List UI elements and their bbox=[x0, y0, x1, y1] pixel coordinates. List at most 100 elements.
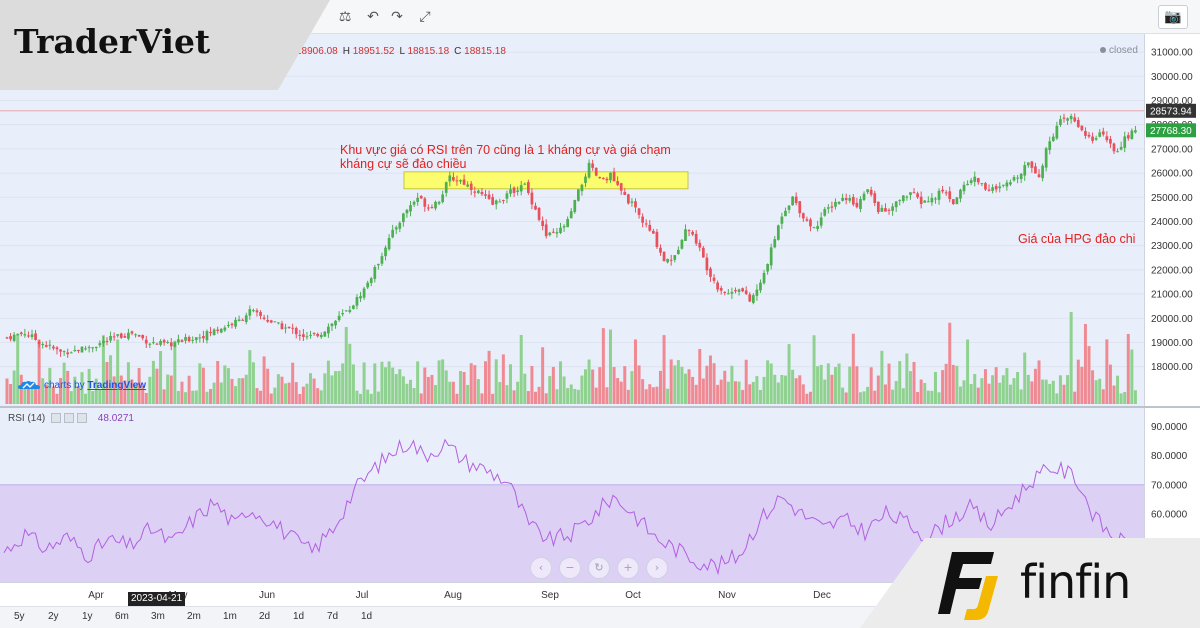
volume-bar bbox=[269, 393, 273, 404]
range-6m[interactable]: 6m bbox=[115, 611, 129, 622]
candle-body bbox=[1080, 125, 1084, 131]
candle-body bbox=[809, 219, 812, 227]
volume-bar bbox=[723, 370, 727, 404]
reset-icon[interactable]: ↻ bbox=[588, 557, 610, 579]
candle-body bbox=[973, 176, 977, 182]
volume-bar bbox=[198, 363, 202, 404]
rsi-settings-icon[interactable] bbox=[51, 413, 62, 424]
price-pane[interactable] bbox=[0, 34, 1144, 406]
candle-body bbox=[537, 207, 541, 220]
volume-bar bbox=[341, 363, 345, 404]
fullscreen-icon[interactable]: ⤢ bbox=[419, 9, 431, 25]
volume-bar bbox=[1087, 346, 1091, 404]
range-2m[interactable]: 2m bbox=[187, 611, 201, 622]
volume-bar bbox=[683, 373, 687, 404]
zoom-in-icon[interactable]: + bbox=[617, 557, 639, 579]
price-tick-label: 27000.00 bbox=[1151, 144, 1193, 155]
pane-divider[interactable] bbox=[0, 406, 1200, 408]
candle-body bbox=[44, 345, 48, 347]
volume-bar bbox=[273, 387, 277, 404]
volume-bar bbox=[551, 366, 555, 404]
candle-body bbox=[462, 179, 466, 185]
camera-icon[interactable]: 📷 bbox=[1158, 5, 1188, 29]
range-1m[interactable]: 1m bbox=[223, 611, 237, 622]
range-5y[interactable]: 5y bbox=[14, 611, 25, 622]
candle-body bbox=[9, 336, 12, 340]
range-1d-alt[interactable]: 1d bbox=[361, 611, 373, 622]
volume-bar bbox=[116, 339, 120, 404]
candle-body bbox=[409, 205, 412, 212]
candle-body bbox=[212, 329, 216, 335]
volume-bar bbox=[459, 371, 463, 404]
volume-bar bbox=[91, 391, 95, 404]
volume-bar bbox=[630, 371, 634, 404]
candle-body bbox=[466, 184, 470, 187]
volume-bar bbox=[1051, 380, 1055, 404]
range-2y[interactable]: 2y bbox=[48, 611, 59, 622]
volume-bar bbox=[287, 382, 291, 404]
balance-icon[interactable]: ⚖ bbox=[338, 9, 352, 25]
rsi-close-icon[interactable] bbox=[77, 413, 88, 424]
redo-icon[interactable]: ↷ bbox=[391, 9, 403, 25]
range-7d[interactable]: 7d bbox=[327, 611, 339, 622]
candle-body bbox=[801, 213, 805, 219]
volume-bar bbox=[566, 388, 570, 404]
volume-bar bbox=[816, 366, 820, 404]
price-scale[interactable] bbox=[1144, 34, 1200, 406]
ohlc-h-label: H bbox=[342, 46, 350, 57]
undo-icon[interactable]: ↶ bbox=[367, 9, 379, 25]
cloud-icon bbox=[18, 381, 40, 390]
candle-body bbox=[676, 249, 680, 255]
volume-bar bbox=[444, 370, 448, 404]
candle-body bbox=[912, 192, 916, 194]
range-1d[interactable]: 1d bbox=[293, 611, 305, 622]
candle-body bbox=[144, 339, 148, 344]
range-2d[interactable]: 2d bbox=[259, 611, 271, 622]
candle-body bbox=[587, 162, 591, 178]
candle-body bbox=[623, 191, 627, 195]
candle-body bbox=[59, 349, 62, 352]
time-tick-label: Apr bbox=[88, 590, 104, 601]
candle-body bbox=[84, 348, 87, 350]
candle-body bbox=[930, 197, 934, 203]
volume-bar bbox=[1044, 379, 1048, 404]
candle-body bbox=[848, 198, 852, 201]
volume-bar bbox=[1012, 378, 1016, 404]
price-tick-label: 20000.00 bbox=[1151, 314, 1193, 325]
range-3m[interactable]: 3m bbox=[151, 611, 165, 622]
candle-body bbox=[1101, 131, 1105, 135]
candle-body bbox=[580, 184, 584, 192]
volume-bar bbox=[166, 374, 170, 404]
volume-bar bbox=[391, 367, 395, 404]
volume-bar bbox=[334, 371, 338, 404]
candle-body bbox=[80, 346, 84, 353]
zoom-out-icon[interactable]: − bbox=[559, 557, 581, 579]
volume-bar bbox=[137, 368, 141, 404]
volume-bar bbox=[276, 374, 280, 404]
candle-body bbox=[277, 322, 280, 324]
candle-body bbox=[898, 200, 902, 202]
scroll-right-icon[interactable]: › bbox=[646, 557, 668, 579]
rsi-hide-icon[interactable] bbox=[64, 413, 75, 424]
tradingview-link[interactable]: TradingView bbox=[87, 380, 147, 391]
candle-body bbox=[1076, 119, 1080, 127]
volume-bar bbox=[908, 371, 912, 404]
candle-body bbox=[937, 190, 941, 200]
volume-bar bbox=[601, 328, 605, 404]
candle-body bbox=[862, 193, 866, 200]
volume-bar bbox=[1126, 333, 1130, 404]
volume-bar bbox=[937, 392, 941, 404]
scroll-left-icon[interactable]: ‹ bbox=[530, 557, 552, 579]
tradingview-attribution[interactable]: charts by TradingView bbox=[18, 380, 146, 391]
candle-body bbox=[1055, 125, 1059, 139]
candle-body bbox=[427, 207, 430, 209]
volume-bar bbox=[1112, 385, 1116, 404]
candle-body bbox=[1034, 166, 1037, 174]
volume-bar bbox=[451, 381, 455, 404]
candle-body bbox=[955, 197, 959, 205]
ohlc-l-label: L bbox=[399, 46, 405, 57]
volume-bar bbox=[823, 379, 827, 404]
range-1y[interactable]: 1y bbox=[82, 611, 93, 622]
candle-body bbox=[430, 207, 434, 209]
volume-bar bbox=[251, 362, 255, 404]
